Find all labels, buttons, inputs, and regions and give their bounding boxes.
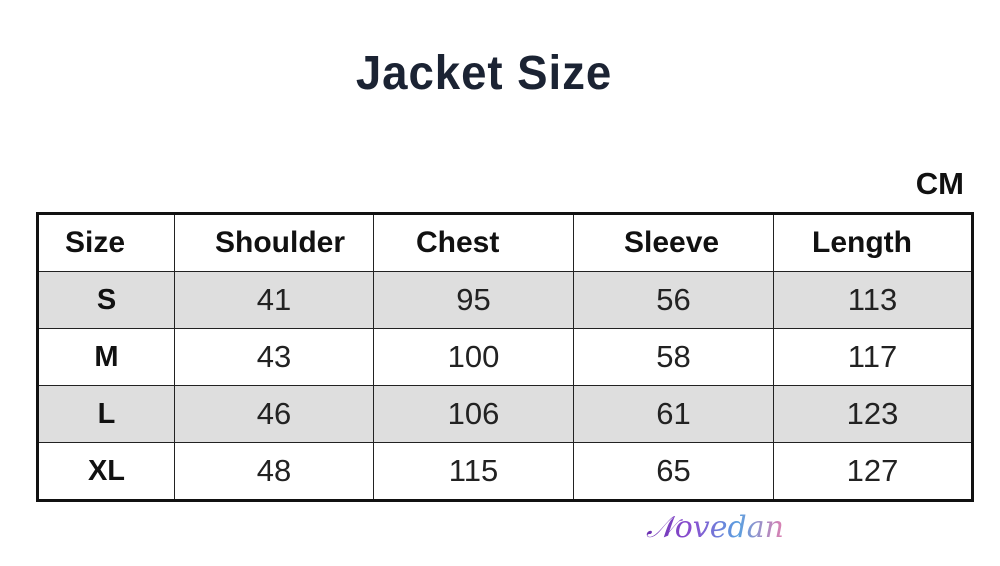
header-chest: Chest [373,213,574,272]
header-sleeve: Sleeve [573,213,774,272]
table-row: L 46 106 61 123 [37,385,973,443]
cell-shoulder: 46 [174,385,374,443]
cell-shoulder: 41 [174,271,374,329]
table-row: XL 48 115 65 127 [37,442,973,501]
cell-sleeve: 61 [573,385,774,443]
table-header-row: Size Shoulder Chest Sleeve Length [37,213,973,272]
cell-chest: 100 [373,328,574,386]
cell-shoulder: 48 [174,442,374,501]
watermark-logo: 𝒩ovedan [646,510,784,545]
cell-sleeve: 58 [573,328,774,386]
cell-length: 117 [773,328,973,386]
cell-shoulder: 43 [174,328,374,386]
cell-sleeve: 56 [573,271,774,329]
unit-label: CM [915,166,964,201]
page-title: Jacket Size [355,47,613,100]
cell-sleeve: 65 [573,442,774,501]
cell-size: L [37,385,175,443]
cell-chest: 115 [373,442,574,501]
cell-length: 123 [773,385,973,443]
header-shoulder: Shoulder [174,213,374,272]
cell-chest: 95 [373,271,574,329]
cell-size: XL [37,442,175,501]
cell-chest: 106 [373,385,574,443]
size-table: Size Shoulder Chest Sleeve Length S 41 9… [36,212,974,502]
table-row: M 43 100 58 117 [37,328,973,386]
header-size: Size [37,213,175,272]
cell-size: S [37,271,175,329]
header-length: Length [773,213,973,272]
cell-length: 113 [773,271,973,329]
cell-size: M [37,328,175,386]
cell-length: 127 [773,442,973,501]
table-row: S 41 95 56 113 [37,271,973,329]
